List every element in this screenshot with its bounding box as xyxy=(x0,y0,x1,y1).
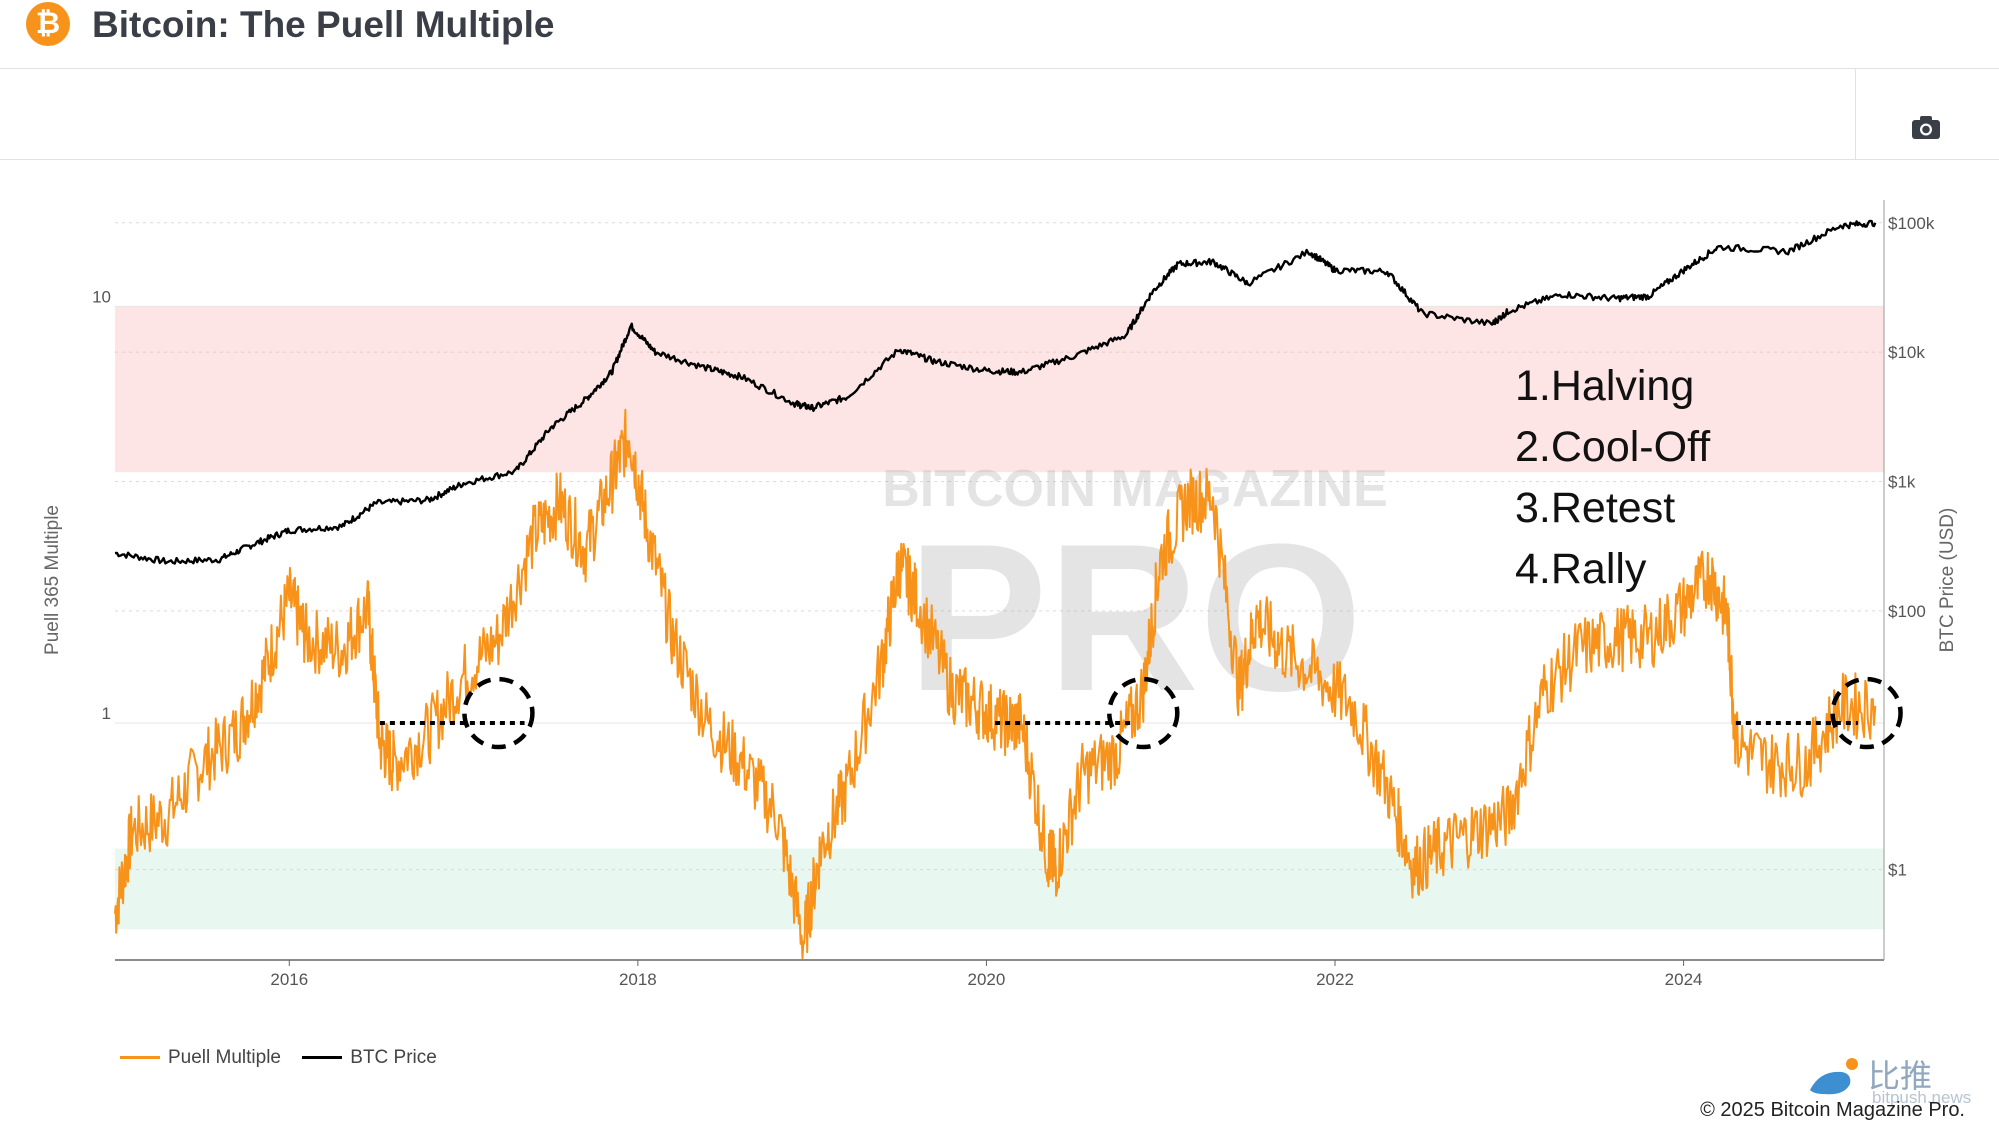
puell-multiple-line xyxy=(114,408,1877,960)
header: ₿ Bitcoin: The Puell Multiple xyxy=(0,0,1999,69)
y-left-tick-label: 1 xyxy=(102,704,111,723)
series-puell-multiple xyxy=(114,408,1877,960)
y-left-tick-label: 10 xyxy=(92,287,111,306)
x-tick-label: 2018 xyxy=(619,970,657,989)
legend-swatch-puell xyxy=(120,1056,160,1060)
legend: Puell Multiple BTC Price xyxy=(120,1047,453,1069)
halving-circle-2 xyxy=(1107,676,1180,750)
axes: 2016 2018 2020 2022 2024 10 1 $100k $10k $1k $100 $… xyxy=(42,200,1958,989)
halving-markers xyxy=(379,676,1903,750)
x-tick-label: 2024 xyxy=(1665,970,1703,989)
toolbar-divider xyxy=(1855,69,1856,159)
y-right-tick-label: $100 xyxy=(1888,602,1926,621)
legend-label-btc: BTC Price xyxy=(350,1047,437,1068)
legend-item-btc[interactable]: BTC Price xyxy=(302,1047,437,1069)
y-left-axis-title: Puell 365 Multiple xyxy=(42,505,63,655)
btc-price-line xyxy=(114,219,1877,565)
y-right-axis-title: BTC Price (USD) xyxy=(1937,508,1958,653)
x-tick-label: 2016 xyxy=(270,970,308,989)
puell-multiple-chart: BITCOIN MAGAZINE PRO 2016 2018 2020 2022 202… xyxy=(42,200,1958,989)
y-right-tick-label: $100k xyxy=(1888,214,1935,233)
camera-icon[interactable] xyxy=(1910,113,1942,141)
valuation-bands xyxy=(115,306,1884,930)
x-tick-label: 2020 xyxy=(968,970,1006,989)
halving-circle-3 xyxy=(1830,676,1903,750)
annotation-item-4: 4.Rally xyxy=(1515,545,1647,593)
copyright: © 2025 Bitcoin Magazine Pro. xyxy=(1700,1099,1965,1121)
legend-swatch-btc xyxy=(302,1056,343,1060)
series-btc-price xyxy=(114,219,1877,565)
x-tick-label: 2022 xyxy=(1316,970,1354,989)
annotation-item-1: 1.Halving xyxy=(1515,362,1694,410)
watermark-line1: BITCOIN MAGAZINE xyxy=(882,460,1388,518)
bitcoin-logo-icon: ₿ xyxy=(26,2,70,46)
y-right-tick-label: $1 xyxy=(1888,861,1907,880)
legend-label-puell: Puell Multiple xyxy=(168,1047,281,1068)
band-overvalued xyxy=(115,306,1884,473)
y-right-tick-label: $1k xyxy=(1888,472,1916,491)
halving-circle-1 xyxy=(462,676,535,750)
page-title: Bitcoin: The Puell Multiple xyxy=(92,4,555,45)
bitpush-url: bitpush.news xyxy=(1872,1088,1972,1107)
annotation-item-3: 3.Retest xyxy=(1515,484,1675,532)
band-undervalued xyxy=(115,848,1884,930)
chart-toolbar xyxy=(0,69,1999,160)
annotation-item-2: 2.Cool-Off xyxy=(1515,423,1711,471)
legend-item-puell[interactable]: Puell Multiple xyxy=(120,1047,281,1069)
annotation-list: 1.Halving 2.Cool-Off 3.Retest 4.Rally xyxy=(1515,362,1711,593)
bitpush-name: 比推 xyxy=(1868,1057,1933,1095)
y-right-tick-label: $10k xyxy=(1888,343,1925,362)
gridlines xyxy=(115,222,1884,871)
